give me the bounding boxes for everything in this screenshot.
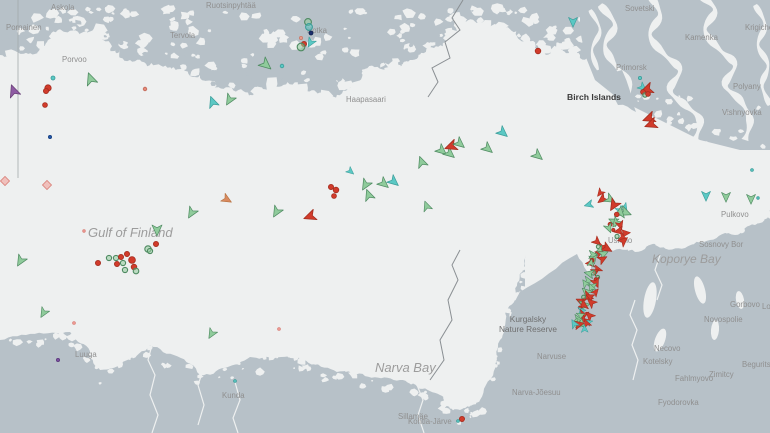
svg-text:Ruotsinpyhtää: Ruotsinpyhtää [206, 1, 257, 10]
svg-text:Lopuhi: Lopuhi [762, 302, 770, 311]
svg-text:Haapasaari: Haapasaari [346, 95, 386, 104]
svg-text:Tervola: Tervola [170, 31, 196, 40]
svg-text:Kunda: Kunda [222, 391, 245, 400]
svg-text:Sovetski: Sovetski [625, 4, 655, 13]
svg-text:Fahlmyovo: Fahlmyovo [675, 374, 714, 383]
svg-text:Porvoo: Porvoo [62, 55, 87, 64]
svg-text:Krigichevo: Krigichevo [745, 23, 770, 32]
svg-text:Narva-Jõesuu: Narva-Jõesuu [512, 388, 561, 397]
svg-text:Gorbovo: Gorbovo [730, 300, 761, 309]
svg-text:Vishnyovka: Vishnyovka [722, 108, 762, 117]
svg-text:Polyany: Polyany [733, 82, 761, 91]
svg-text:Pulkovo: Pulkovo [721, 210, 749, 219]
svg-text:Nature Reserve: Nature Reserve [499, 324, 557, 334]
svg-text:Necovo: Necovo [654, 344, 681, 353]
svg-text:Sillamäe: Sillamäe [398, 412, 428, 421]
svg-text:Beguritsy: Beguritsy [742, 360, 770, 369]
svg-text:Novospolie: Novospolie [704, 315, 743, 324]
svg-text:Birch Islands: Birch Islands [567, 92, 621, 102]
svg-text:Fyodorovka: Fyodorovka [658, 398, 699, 407]
svg-text:Narva Bay: Narva Bay [375, 360, 437, 375]
svg-text:Kotelsky: Kotelsky [643, 357, 673, 366]
svg-text:Kamenka: Kamenka [685, 33, 719, 42]
svg-text:Narvuse: Narvuse [537, 352, 566, 361]
svg-text:Koporye Bay: Koporye Bay [652, 252, 722, 266]
svg-text:Primorsk: Primorsk [616, 63, 647, 72]
svg-text:Sosnovy Bor: Sosnovy Bor [699, 240, 744, 249]
svg-text:Pornainen: Pornainen [6, 23, 42, 32]
svg-text:Luuga: Luuga [75, 350, 97, 359]
svg-text:Askola: Askola [51, 3, 75, 12]
svg-text:Kurgalsky: Kurgalsky [510, 314, 547, 324]
